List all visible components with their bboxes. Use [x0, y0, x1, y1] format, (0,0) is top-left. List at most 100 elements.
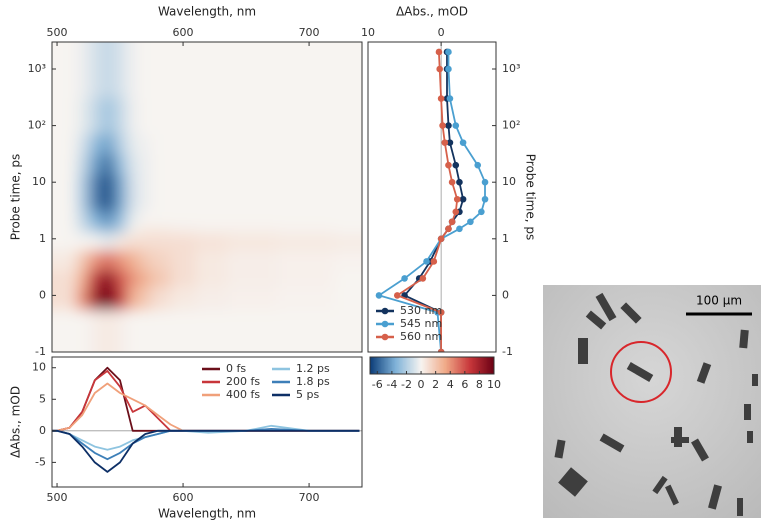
colorbar-cell [414, 357, 416, 374]
heatmap-cell [195, 153, 228, 175]
heatmap-cell [277, 153, 335, 175]
heatmap-cell [277, 42, 335, 98]
heatmap-cell [88, 225, 102, 235]
heatmap-cell [227, 233, 279, 251]
heatmap-cell [113, 309, 127, 352]
heatmap-cell [113, 286, 127, 311]
heatmap-cell [138, 134, 153, 155]
colorbar-cell [445, 357, 448, 374]
colorbar-cell [389, 357, 392, 374]
colorbar-cell [422, 357, 425, 374]
heatmap-cell [227, 225, 279, 235]
colorbar-cell [416, 357, 419, 374]
heatmap-cell [170, 286, 197, 311]
heatmap-cell [334, 210, 362, 226]
heatmap-cell [75, 153, 90, 175]
heatmap-cell [88, 97, 102, 135]
heatmap-cell [151, 190, 171, 212]
colorbar-cell [372, 357, 375, 374]
colorbar-cell [371, 357, 374, 374]
colorbar-cell [423, 357, 426, 374]
heatmap-cell [227, 286, 279, 311]
marker [437, 348, 445, 352]
heatmap-cell [277, 210, 335, 226]
y-tick-label: 10 [32, 361, 46, 374]
heatmap-cell [277, 233, 335, 251]
legend-marker [381, 333, 389, 341]
colorbar-cell [460, 357, 463, 374]
heatmap-cell [138, 97, 153, 135]
heatmap-cell [101, 250, 115, 271]
heatmap-cell [195, 97, 228, 135]
heatmap-cell [334, 269, 362, 288]
colorbar-tick-label: 0 [418, 378, 425, 391]
heatmap-cell [277, 134, 335, 155]
colorbar-cell [396, 357, 398, 374]
marker [481, 178, 489, 186]
micrograph: 100 µm [543, 285, 761, 518]
marker [459, 139, 467, 146]
heatmap-cell [75, 97, 90, 135]
heatmap-cell [126, 173, 140, 192]
heatmap-cell [170, 190, 197, 212]
heatmap-cell [52, 97, 77, 135]
heatmap-cell [126, 134, 140, 155]
heatmap-cell [75, 42, 90, 98]
colorbar-cell [420, 357, 423, 374]
colorbar-cell [447, 357, 449, 374]
heatmap-cell [75, 134, 90, 155]
marker [448, 218, 456, 226]
colorbar-tick-label: -2 [401, 378, 412, 391]
heatmap-cell [151, 225, 171, 235]
heatmap-cell [88, 269, 102, 288]
x-axis-label: Wavelength, nm [158, 507, 256, 521]
heatmap-cell [334, 42, 362, 98]
heatmap-cell [52, 173, 77, 192]
heatmap-cell [277, 250, 335, 271]
legend-label: 545 nm [400, 317, 442, 330]
marker [445, 161, 452, 169]
y-tick-label: 0 [39, 424, 46, 437]
heatmap-cell [227, 210, 279, 226]
marker [445, 48, 452, 56]
heatmap-cell [170, 225, 197, 235]
y-tick-label: -1 [502, 345, 513, 358]
heatmap-cell [113, 250, 127, 271]
heatmap-cell [334, 153, 362, 175]
marker [445, 122, 452, 129]
colorbar-cell [469, 357, 471, 374]
heatmap-cell [195, 250, 228, 271]
colorbar-cell [429, 357, 432, 374]
legend-label: 0 fs [226, 362, 246, 375]
x-axis-label: ΔAbs., mOD [396, 5, 468, 19]
series-line [52, 424, 360, 451]
heatmap-cell [170, 250, 197, 271]
legend-label: 560 nm [400, 330, 442, 343]
colorbar-cell [374, 357, 376, 374]
heatmap-cell [170, 153, 197, 175]
heatmap-cell [101, 153, 115, 175]
heatmap-cell [75, 269, 90, 288]
heatmap-cell [88, 210, 102, 226]
heatmap-cell [113, 173, 127, 192]
colorbar-cell [397, 357, 400, 374]
heatmap-cell [277, 97, 335, 135]
plot-frame [51, 41, 363, 353]
colorbar-cell [407, 357, 409, 374]
heatmap-cell [113, 225, 127, 235]
heatmap-cell [126, 190, 140, 212]
plot-frame [369, 356, 495, 375]
marker [445, 65, 452, 73]
heatmap-cell [138, 269, 153, 288]
marker [446, 95, 454, 102]
marker [467, 218, 474, 226]
marker [452, 208, 460, 216]
heatmap-cell [88, 190, 102, 212]
colorbar-cell [465, 357, 467, 374]
x-tick-label: 700 [299, 491, 320, 504]
heatmap-cell [227, 250, 279, 271]
heatmap-cell [151, 269, 171, 288]
heatmap-cell [138, 173, 153, 192]
series-line [52, 429, 360, 473]
y-tick-label: 1 [502, 232, 509, 245]
